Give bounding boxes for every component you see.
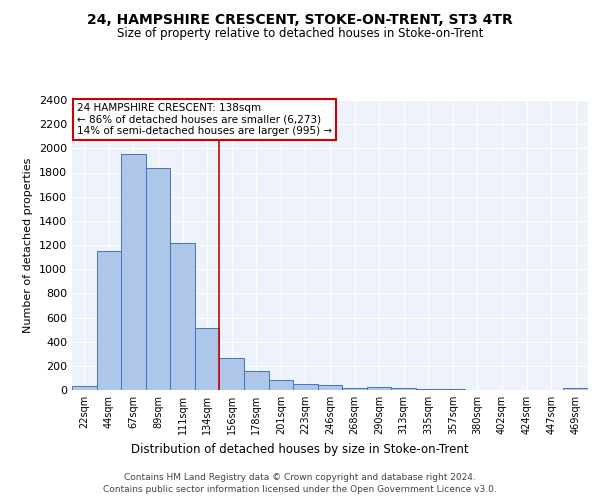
Bar [72, 386, 97, 390]
Bar [416, 389, 440, 390]
Bar [293, 384, 318, 390]
Bar [342, 388, 367, 390]
Text: Contains HM Land Registry data © Crown copyright and database right 2024.: Contains HM Land Registry data © Crown c… [124, 472, 476, 482]
Bar [97, 251, 121, 390]
Bar [146, 168, 170, 390]
Bar [318, 384, 342, 390]
Bar [170, 243, 195, 390]
Text: Size of property relative to detached houses in Stoke-on-Trent: Size of property relative to detached ho… [117, 28, 483, 40]
Bar [563, 388, 588, 390]
Bar [195, 328, 220, 390]
Text: Distribution of detached houses by size in Stoke-on-Trent: Distribution of detached houses by size … [131, 442, 469, 456]
Y-axis label: Number of detached properties: Number of detached properties [23, 158, 34, 332]
Bar [391, 388, 416, 390]
Text: 24 HAMPSHIRE CRESCENT: 138sqm
← 86% of detached houses are smaller (6,273)
14% o: 24 HAMPSHIRE CRESCENT: 138sqm ← 86% of d… [77, 103, 332, 136]
Text: Contains public sector information licensed under the Open Government Licence v3: Contains public sector information licen… [103, 485, 497, 494]
Bar [367, 388, 391, 390]
Bar [244, 372, 269, 390]
Bar [220, 358, 244, 390]
Bar [269, 380, 293, 390]
Text: 24, HAMPSHIRE CRESCENT, STOKE-ON-TRENT, ST3 4TR: 24, HAMPSHIRE CRESCENT, STOKE-ON-TRENT, … [87, 12, 513, 26]
Bar [121, 154, 146, 390]
